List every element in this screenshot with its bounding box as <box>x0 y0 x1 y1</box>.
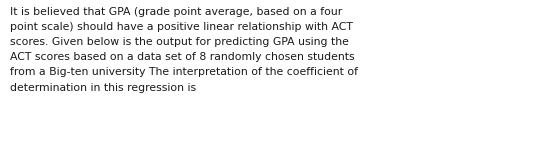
Text: It is believed that GPA (grade point average, based on a four
point scale) shoul: It is believed that GPA (grade point ave… <box>10 7 358 93</box>
